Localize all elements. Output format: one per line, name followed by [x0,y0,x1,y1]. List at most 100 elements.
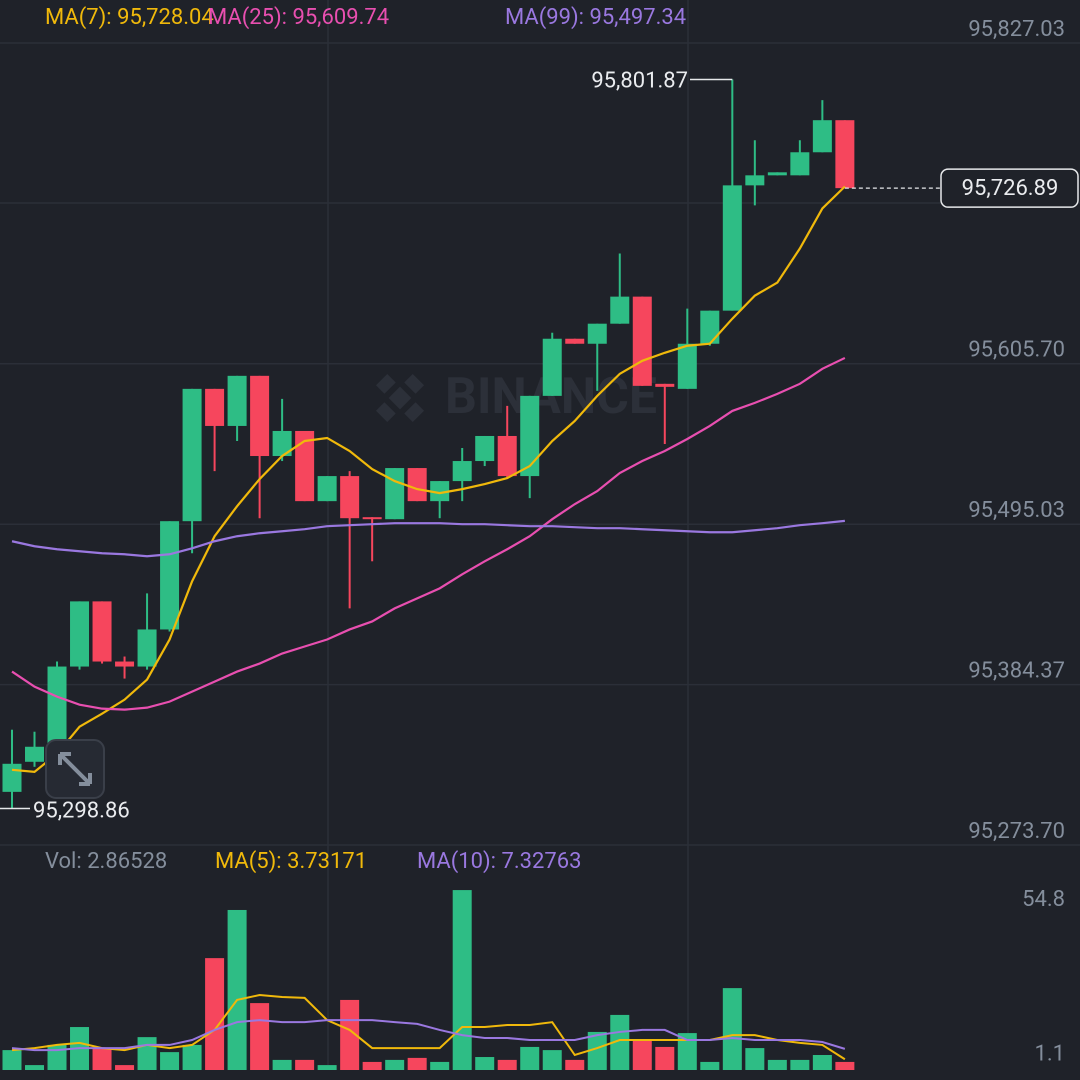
candle-body [677,343,697,389]
volume-bar [47,1044,67,1070]
candle-body [250,375,270,457]
legend-entry: MA(5): 3.73171 [215,849,367,874]
volume-bar [227,909,247,1070]
volume-bar [632,1040,652,1070]
y-tick-label: 95,605.70 [968,338,1065,363]
candle-body [160,521,180,630]
candle-body [2,763,22,792]
low-label: 95,298.86 [33,798,130,823]
volume-bar [182,1044,202,1070]
volume-bar [295,1059,315,1070]
candle-body [790,152,810,176]
candle-body [272,430,292,457]
candle-body [745,175,765,186]
volume-bar [340,999,360,1070]
candle-body [812,120,832,153]
candle-body [25,746,45,762]
volume-bar [767,1059,787,1070]
y-tick-label: 95,384.37 [968,658,1065,683]
candle-body [92,601,112,662]
candle-body [610,296,630,324]
volume-bar [475,1057,495,1070]
candle-body [205,388,225,426]
y-tick-label: 54.8 [1022,887,1065,912]
y-tick-label: 95,273.70 [968,819,1065,844]
last-price-label: 95,726.89 [962,176,1059,201]
volume-bar [115,1065,135,1070]
ma-line [11,519,845,558]
candle-body [430,481,450,502]
legend-entry: MA(7): 95,728.04 [45,5,214,30]
volume-ma-line [11,1019,846,1052]
volume-bar [835,1061,855,1070]
last-price-box [940,168,1079,208]
volume-bar [565,1059,585,1070]
volume-bar [362,1061,382,1070]
volume-bar [2,1050,22,1070]
candle-body [385,468,405,520]
candle-body [47,666,67,747]
volume-bar [385,1059,405,1070]
volume-bar [205,958,225,1070]
candle-body [632,296,652,386]
candle-body [497,435,517,477]
volume-bar [317,1065,337,1070]
volume-bar [677,1033,697,1070]
candle-body [70,601,90,667]
volume-bar [745,1048,765,1070]
volume-bar [790,1059,810,1070]
volume-bar [160,1052,180,1070]
y-tick-label: 95,827.03 [968,17,1065,42]
candle-body [475,435,495,462]
candle-body [767,172,787,176]
candle-body [722,185,742,311]
volume-title: Vol: 2.86528 [45,849,167,874]
volume-bar [250,1003,270,1070]
y-tick-label: 95,495.03 [968,498,1065,523]
candle-body [452,461,472,482]
candle-body [655,383,675,387]
volume-bar [812,1055,832,1070]
volume-bar [137,1037,157,1070]
volume-bar [92,1048,112,1070]
candle-body [295,430,315,502]
candle-body [362,517,382,520]
volume-bar [587,1031,607,1070]
volume-bar [722,988,742,1070]
high-label: 95,801.87 [591,68,688,93]
volume-bar [610,1014,630,1070]
legend-entry: MA(99): 95,497.34 [505,5,686,30]
volume-bar [407,1057,427,1070]
volume-bar [272,1059,292,1070]
volume-bar [25,1065,45,1070]
candle-body [115,661,135,667]
candle-body [565,338,585,344]
legend-entry: MA(25): 95,609.74 [208,5,389,30]
candle-body [520,395,540,477]
candle-body [137,629,157,667]
legend-entry: MA(10): 7.32763 [417,849,581,874]
volume-bar [542,1050,562,1070]
candle-body [227,375,247,426]
expand-button[interactable] [45,739,105,799]
candle-body [340,476,360,519]
candle-body [542,338,562,396]
ma-line [11,356,846,711]
candle-body [835,120,855,189]
candle-body [317,476,337,502]
volume-bar [700,1061,720,1070]
candle-body [407,468,427,502]
y-tick-label: 1.1 [1034,1042,1065,1067]
volume-bar [497,1059,517,1070]
ma-line [11,185,846,773]
volume-bar [520,1046,540,1070]
candle-body [700,310,720,344]
volume-bar [452,890,472,1070]
candle-body [587,323,607,344]
volume-bar [430,1061,450,1070]
candle-body [182,388,202,522]
volume-bar [655,1046,675,1070]
